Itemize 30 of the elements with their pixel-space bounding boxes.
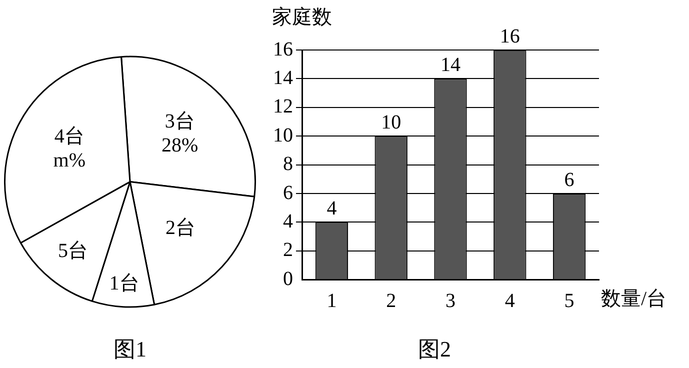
x-tick-label: 4 xyxy=(504,290,515,312)
x-tick-label: 2 xyxy=(386,290,396,312)
x-tick-label: 5 xyxy=(564,290,574,312)
y-tick-label: 0 xyxy=(283,268,293,290)
data-label: m% xyxy=(53,149,86,172)
slice-label: 1台 xyxy=(109,272,140,295)
y-tick-label: 8 xyxy=(283,153,293,176)
y-tick-label: 14 xyxy=(273,66,293,89)
y-tick-label: 6 xyxy=(283,182,293,204)
slice-label: 2台 xyxy=(166,216,196,239)
y-tick-label: 2 xyxy=(283,239,293,262)
data-label: 10 xyxy=(381,111,402,134)
y-tick-label: 16 xyxy=(273,38,293,60)
data-label: 4 xyxy=(326,197,337,220)
y-axis-title: 家庭数 xyxy=(272,6,332,28)
x-axis-title: 数量/台 xyxy=(601,288,667,310)
slice-label: 3台 xyxy=(164,110,195,133)
data-label: 28% xyxy=(162,134,198,157)
data-label: 16 xyxy=(500,25,520,48)
data-label: 6 xyxy=(564,168,574,191)
text: 图1 xyxy=(114,336,146,362)
x-tick-label: 1 xyxy=(326,290,337,312)
slice-label: 5台 xyxy=(58,240,88,262)
text: 图2 xyxy=(418,336,451,362)
data-label: 14 xyxy=(440,54,460,76)
y-tick-label: 12 xyxy=(273,96,293,118)
y-tick-label: 10 xyxy=(273,124,293,146)
slice-label: 4台 xyxy=(54,125,84,148)
y-tick-label: 4 xyxy=(283,210,293,232)
x-tick-label: 3 xyxy=(446,290,456,312)
